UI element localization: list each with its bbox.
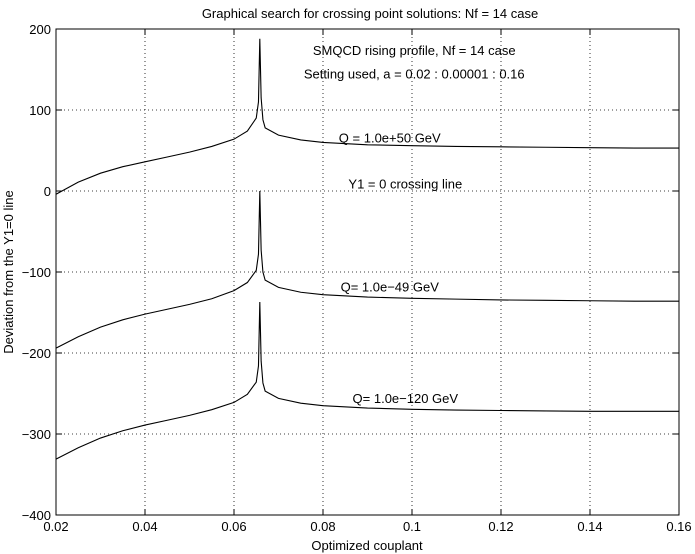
- y-tick-label: 0: [44, 184, 51, 199]
- series-line-2: [55, 190, 679, 349]
- y-tick-label: 100: [29, 103, 51, 118]
- annotation-label: Setting used, a = 0.02 : 0.00001 : 0.16: [304, 66, 525, 81]
- x-tick-label: 0.14: [577, 519, 602, 534]
- x-tick-label: 0.1: [403, 519, 421, 534]
- annotation-label: Q= 1.0e−120 GeV: [353, 391, 459, 406]
- y-tick-label: −100: [22, 265, 51, 280]
- series-line-1: [55, 38, 679, 195]
- x-tick-label: 0.16: [666, 519, 691, 534]
- annotation-label: Y1 = 0 crossing line: [348, 177, 462, 192]
- annotation-label: Q= 1.0e−49 GeV: [341, 279, 440, 294]
- x-tick-label: 0.12: [488, 519, 513, 534]
- grid: [56, 29, 679, 515]
- x-tick-label: 0.02: [43, 519, 68, 534]
- series-line-3: [55, 301, 679, 460]
- annotation-label: SMQCD rising profile, Nf = 14 case: [313, 43, 516, 58]
- series-group: [55, 38, 679, 460]
- annotation-label: Q = 1.0e+50 GeV: [339, 130, 441, 145]
- x-tick-label: 0.04: [132, 519, 157, 534]
- y-tick-label: −400: [22, 508, 51, 523]
- annotations: SMQCD rising profile, Nf = 14 case Settin…: [304, 43, 525, 406]
- y-tick-label: −300: [22, 427, 51, 442]
- y-tick-label: 200: [29, 22, 51, 37]
- ticks: [55, 28, 680, 516]
- chart-title: Graphical search for crossing point solu…: [202, 6, 538, 21]
- x-tick-label: 0.06: [221, 519, 246, 534]
- plot-frame: [55, 28, 680, 516]
- x-tick-label: 0.08: [310, 519, 335, 534]
- tick-labels: 0.02 0.04 0.06 0.08 0.1 0.12 0.14 0.16 −400 −300 −…: [22, 22, 692, 534]
- y-axis-label: Deviation from the Y1=0 line: [1, 190, 16, 353]
- x-axis-label: Optimized couplant: [311, 538, 423, 553]
- y-tick-label: −200: [22, 346, 51, 361]
